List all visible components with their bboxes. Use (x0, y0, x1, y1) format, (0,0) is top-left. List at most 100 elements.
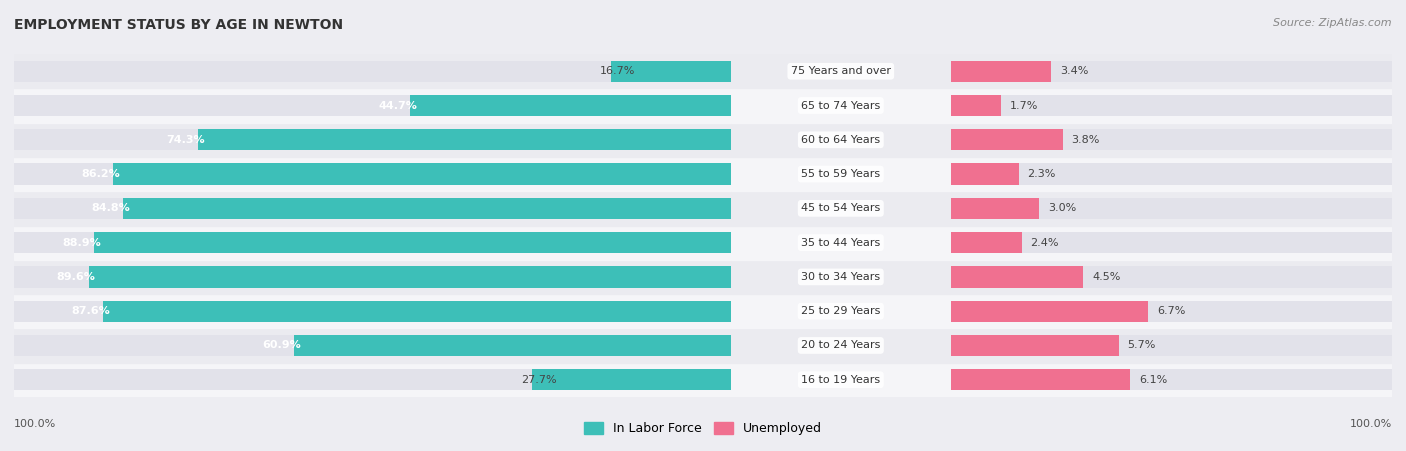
Text: 30 to 34 Years: 30 to 34 Years (801, 272, 880, 282)
Text: 25 to 29 Years: 25 to 29 Years (801, 306, 880, 316)
Bar (950, 163, 1392, 185)
Bar (94, 232, 731, 253)
Text: 3.8%: 3.8% (1071, 135, 1099, 145)
Text: 6.1%: 6.1% (1139, 375, 1167, 385)
Bar (731, 260, 950, 294)
Bar (731, 54, 950, 88)
Bar (14, 260, 731, 294)
Bar (950, 54, 1392, 88)
Bar (14, 369, 731, 391)
Bar (950, 232, 1392, 253)
Bar (14, 363, 731, 397)
Bar (950, 129, 1392, 151)
Text: EMPLOYMENT STATUS BY AGE IN NEWTON: EMPLOYMENT STATUS BY AGE IN NEWTON (14, 18, 343, 32)
Bar (950, 369, 1392, 391)
Bar (14, 95, 731, 116)
Bar (103, 300, 731, 322)
Bar (950, 191, 1392, 226)
Bar (950, 266, 1392, 288)
Bar (198, 129, 731, 151)
Text: 3.4%: 3.4% (1060, 66, 1088, 76)
Text: 87.6%: 87.6% (72, 306, 110, 316)
Bar (14, 294, 731, 328)
Bar (14, 328, 731, 363)
Bar (14, 157, 731, 191)
Bar (14, 198, 731, 219)
Bar (950, 363, 1392, 397)
Text: 55 to 59 Years: 55 to 59 Years (801, 169, 880, 179)
Bar (950, 226, 1392, 260)
Bar (112, 163, 731, 185)
Bar (294, 335, 731, 356)
Bar (950, 60, 1050, 82)
Bar (14, 300, 731, 322)
Text: 100.0%: 100.0% (14, 419, 56, 429)
Bar (14, 226, 731, 260)
Bar (950, 369, 1130, 391)
Text: 3.0%: 3.0% (1047, 203, 1076, 213)
Text: 27.7%: 27.7% (522, 375, 557, 385)
Bar (731, 363, 950, 397)
Bar (731, 191, 950, 226)
Text: 4.5%: 4.5% (1092, 272, 1121, 282)
Text: 60 to 64 Years: 60 to 64 Years (801, 135, 880, 145)
Bar (731, 88, 950, 123)
Text: 88.9%: 88.9% (62, 238, 101, 248)
Bar (950, 300, 1392, 322)
Bar (950, 88, 1392, 123)
Text: 5.7%: 5.7% (1128, 341, 1156, 350)
Bar (950, 335, 1119, 356)
Bar (950, 198, 1392, 219)
Bar (731, 157, 950, 191)
Bar (731, 328, 950, 363)
Text: 2.3%: 2.3% (1028, 169, 1056, 179)
Bar (14, 60, 731, 82)
Text: 35 to 44 Years: 35 to 44 Years (801, 238, 880, 248)
Text: 16.7%: 16.7% (600, 66, 636, 76)
Bar (950, 129, 1063, 151)
Bar (14, 163, 731, 185)
Bar (122, 198, 731, 219)
Bar (14, 266, 731, 288)
Text: Source: ZipAtlas.com: Source: ZipAtlas.com (1274, 18, 1392, 28)
Text: 2.4%: 2.4% (1031, 238, 1059, 248)
Bar (89, 266, 731, 288)
Bar (14, 191, 731, 226)
Bar (950, 300, 1147, 322)
Text: 1.7%: 1.7% (1010, 101, 1038, 110)
Bar (950, 198, 1039, 219)
Text: 16 to 19 Years: 16 to 19 Years (801, 375, 880, 385)
Bar (950, 232, 1022, 253)
Bar (950, 157, 1392, 191)
Bar (950, 260, 1392, 294)
Text: 45 to 54 Years: 45 to 54 Years (801, 203, 880, 213)
Bar (14, 232, 731, 253)
Text: 20 to 24 Years: 20 to 24 Years (801, 341, 880, 350)
Bar (950, 60, 1392, 82)
Bar (411, 95, 731, 116)
Bar (531, 369, 731, 391)
Bar (14, 88, 731, 123)
Text: 84.8%: 84.8% (91, 203, 131, 213)
Bar (14, 54, 731, 88)
Legend: In Labor Force, Unemployed: In Labor Force, Unemployed (579, 417, 827, 440)
Bar (950, 123, 1392, 157)
Bar (14, 335, 731, 356)
Bar (14, 123, 731, 157)
Text: 89.6%: 89.6% (56, 272, 96, 282)
Bar (950, 294, 1392, 328)
Bar (950, 95, 1001, 116)
Bar (950, 95, 1392, 116)
Bar (14, 129, 731, 151)
Bar (950, 335, 1392, 356)
Bar (731, 226, 950, 260)
Bar (950, 163, 1018, 185)
Text: 6.7%: 6.7% (1157, 306, 1185, 316)
Bar (731, 294, 950, 328)
Bar (950, 328, 1392, 363)
Text: 75 Years and over: 75 Years and over (790, 66, 891, 76)
Text: 60.9%: 60.9% (263, 341, 301, 350)
Bar (610, 60, 731, 82)
Text: 65 to 74 Years: 65 to 74 Years (801, 101, 880, 110)
Text: 74.3%: 74.3% (167, 135, 205, 145)
